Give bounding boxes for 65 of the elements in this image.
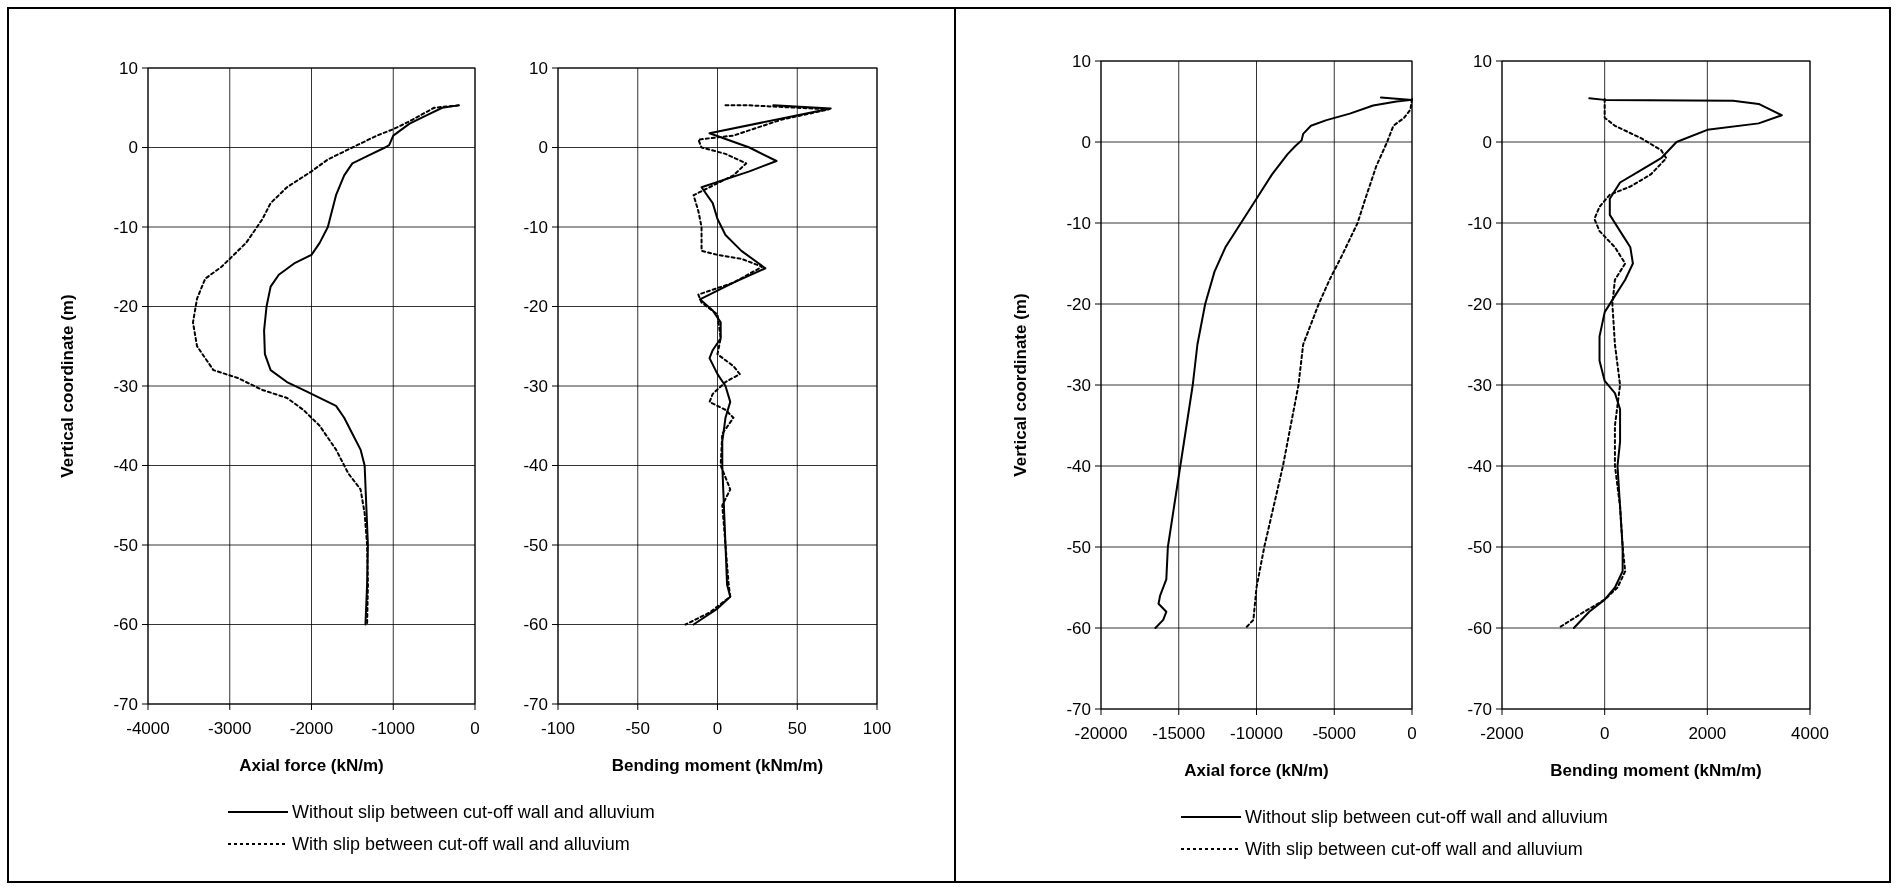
y-tick-label: 10	[529, 58, 548, 78]
x-axis-title: Bending moment (kNm/m)	[1550, 761, 1762, 780]
x-axis-title: Bending moment (kNm/m)	[611, 756, 824, 775]
y-tick-label: -70	[523, 694, 548, 714]
y-tick-label: -20	[1066, 294, 1091, 314]
x-tick-label: -3000	[208, 719, 252, 738]
y-tick-label: -70	[1066, 699, 1091, 719]
y-tick-label: -40	[113, 456, 138, 476]
legend-label: Without slip between cut-off wall and alluvium	[292, 802, 655, 823]
y-tick-label: -40	[1066, 456, 1091, 476]
y-tick-label: -20	[523, 297, 548, 317]
x-tick-label: -1000	[371, 719, 415, 738]
y-tick-label: -40	[523, 456, 548, 476]
y-tick-label: -50	[523, 535, 548, 555]
y-axis-title: Vertical coordinate (m)	[58, 294, 77, 478]
y-tick-label: -60	[1066, 618, 1091, 638]
y-tick-label: -10	[523, 217, 548, 237]
y-tick-label: -30	[113, 376, 138, 396]
y-tick-label: -60	[523, 615, 548, 635]
y-tick-label: -70	[1467, 699, 1492, 719]
x-tick-label: -2000	[289, 719, 334, 738]
x-tick-label: -50	[625, 719, 651, 738]
y-tick-label: -10	[1066, 213, 1091, 233]
y-tick-label: -40	[1467, 456, 1492, 476]
x-tick-label: -4000	[126, 719, 170, 738]
y-tick-label: 10	[119, 58, 138, 78]
y-tick-label: 0	[1081, 132, 1091, 152]
x-tick-label: -5000	[1312, 724, 1356, 743]
y-tick-label: -10	[113, 217, 138, 237]
y-tick-label: 10	[1072, 51, 1091, 71]
x-tick-label: -100	[540, 719, 576, 738]
legend-label: With slip between cut-off wall and alluvium	[1245, 839, 1583, 860]
x-tick-label: 2000	[1688, 724, 1727, 743]
x-tick-label: -10000	[1230, 724, 1283, 743]
x-tick-label: 0	[1407, 724, 1417, 743]
y-tick-label: -50	[113, 535, 138, 555]
x-axis-title: Axial force (kN/m)	[239, 756, 384, 775]
y-tick-label: 0	[128, 138, 138, 158]
legend-label: With slip between cut-off wall and alluvium	[292, 834, 630, 855]
x-tick-label: 0	[470, 719, 480, 738]
x-tick-label: 4000	[1791, 724, 1829, 743]
y-tick-label: -60	[113, 615, 138, 635]
y-tick-label: -30	[1066, 375, 1091, 395]
x-tick-label: -2000	[1480, 724, 1524, 743]
y-tick-label: -50	[1066, 537, 1091, 557]
x-tick-label: -20000	[1074, 724, 1128, 743]
y-tick-label: -10	[1467, 213, 1492, 233]
y-tick-label: 10	[1473, 51, 1492, 71]
y-tick-label: 0	[538, 138, 548, 158]
y-tick-label: -20	[113, 297, 138, 317]
y-tick-label: -30	[1467, 375, 1492, 395]
y-tick-label: -30	[523, 376, 548, 396]
y-tick-label: -50	[1467, 537, 1492, 557]
y-axis-title: Vertical coordinate (m)	[1011, 293, 1030, 477]
x-tick-label: -15000	[1152, 724, 1206, 743]
y-tick-label: 0	[1482, 132, 1492, 152]
x-tick-label: 100	[862, 719, 892, 738]
legend-label: Without slip between cut-off wall and alluvium	[1245, 807, 1608, 828]
y-tick-label: -70	[113, 694, 138, 714]
y-tick-label: -60	[1467, 618, 1492, 638]
x-tick-label: 50	[787, 719, 807, 738]
y-tick-label: -20	[1467, 294, 1492, 314]
x-axis-title: Axial force (kN/m)	[1184, 761, 1329, 780]
x-tick-label: 0	[712, 719, 723, 738]
x-tick-label: 0	[1599, 724, 1610, 743]
